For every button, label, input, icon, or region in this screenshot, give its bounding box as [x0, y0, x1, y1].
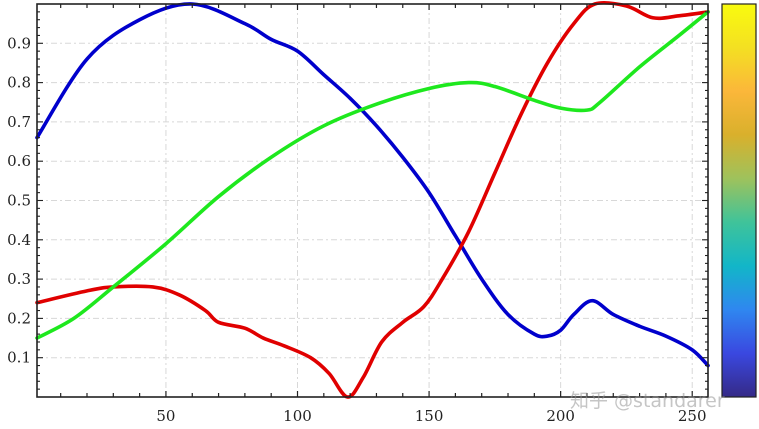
y-tick-label: 0.5 [7, 192, 31, 210]
y-tick-label: 0.2 [7, 309, 31, 327]
x-tick-label: 150 [415, 407, 444, 425]
x-tick-label: 50 [156, 407, 175, 425]
x-tick-label: 200 [546, 407, 575, 425]
x-tick-label: 250 [678, 407, 707, 425]
colorbar [721, 3, 757, 398]
y-tick-label: 0.6 [7, 152, 31, 170]
y-tick-label: 0.9 [7, 34, 31, 52]
red-channel-line [35, 0, 710, 399]
y-tick-label: 0.8 [7, 74, 31, 92]
watermark: 知乎 @standarer [570, 390, 725, 412]
green-channel-line [35, 10, 710, 340]
y-tick-label: 0.7 [7, 113, 31, 131]
data-lines [35, 0, 710, 399]
y-tick-label: 0.4 [7, 231, 31, 249]
x-axis-tick-labels: 50 100 150 200 250 [156, 407, 706, 425]
grid-lines [37, 4, 708, 397]
y-tick-label: 0.1 [7, 349, 31, 367]
y-tick-label: 0.3 [7, 270, 31, 288]
blue-channel-line [35, 2, 710, 368]
y-axis-tick-labels: 0.1 0.2 0.3 0.4 0.5 0.6 0.7 0.8 0.9 [7, 34, 31, 366]
axis-ticks [37, 4, 708, 397]
x-tick-label: 100 [283, 407, 312, 425]
